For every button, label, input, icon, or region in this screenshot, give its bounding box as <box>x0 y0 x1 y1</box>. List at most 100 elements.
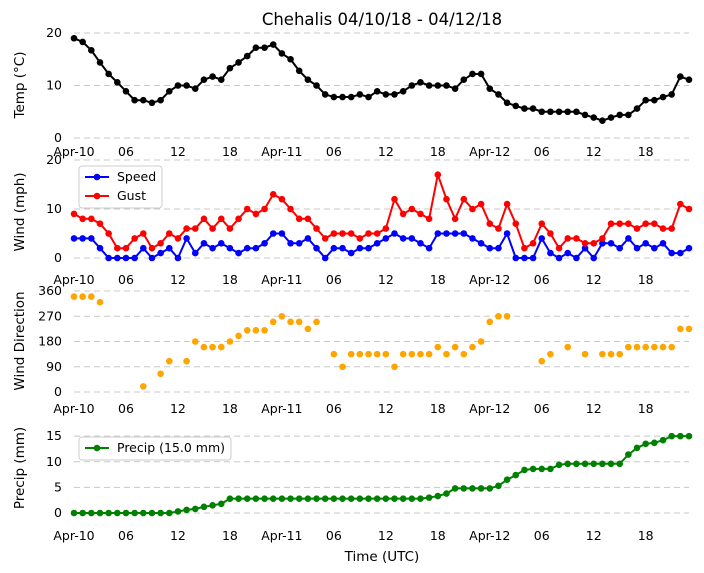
data-point <box>209 73 216 80</box>
data-point <box>547 249 554 257</box>
data-point <box>200 343 208 351</box>
panel-direction: 0 90 180 270 360 Wind Direction Apr-10 06 12 18 Ap… <box>12 283 693 416</box>
data-point <box>148 99 156 107</box>
data-point <box>295 215 303 223</box>
data-point <box>88 235 95 242</box>
data-point <box>174 82 182 89</box>
y-tick-label: 0 <box>54 130 62 145</box>
data-point <box>685 244 693 252</box>
data-point <box>521 105 528 112</box>
data-point <box>408 495 416 502</box>
data-point <box>122 509 130 517</box>
data-point <box>209 502 216 509</box>
data-point <box>278 50 286 57</box>
data-point <box>443 195 450 203</box>
data-point <box>391 230 398 237</box>
data-point <box>408 82 416 89</box>
data-point <box>261 326 268 334</box>
data-point <box>495 312 502 320</box>
data-point <box>477 70 485 78</box>
data-point <box>269 41 277 48</box>
data-point <box>330 244 338 252</box>
data-point <box>356 91 364 98</box>
data-point <box>200 240 208 247</box>
x-tick-label: Apr-10 <box>53 144 94 159</box>
data-point <box>148 509 156 517</box>
data-point <box>391 363 398 371</box>
data-point <box>434 230 442 237</box>
data-point <box>191 249 199 257</box>
data-point <box>373 87 381 95</box>
x-tick-label: Apr-12 <box>469 401 510 416</box>
data-point <box>547 230 554 237</box>
data-point <box>295 240 303 247</box>
data-point <box>114 254 121 262</box>
data-point <box>633 444 641 452</box>
data-point <box>668 249 675 257</box>
y-tick-label: 5 <box>54 479 62 494</box>
data-point <box>451 230 459 237</box>
data-point <box>460 230 468 237</box>
data-point <box>339 93 346 101</box>
data-point <box>529 465 537 473</box>
data-point <box>477 485 485 492</box>
x-tick-label: Apr-11 <box>261 528 302 543</box>
data-point <box>287 495 294 502</box>
data-point <box>96 298 104 306</box>
data-point <box>313 318 320 326</box>
data-point <box>105 70 112 78</box>
data-point <box>434 343 442 351</box>
x-tick-label: 18 <box>638 144 654 159</box>
data-point <box>304 495 312 502</box>
data-point <box>486 318 494 326</box>
data-point <box>79 215 86 223</box>
data-point <box>269 191 277 198</box>
data-point <box>174 508 182 515</box>
y-tick-label: 0 <box>54 505 62 520</box>
data-point <box>139 383 147 390</box>
data-point <box>659 93 667 101</box>
data-point <box>616 220 624 227</box>
data-point <box>278 195 286 203</box>
data-point <box>304 215 312 223</box>
data-point <box>564 249 572 257</box>
data-point <box>677 73 684 80</box>
data-point <box>495 225 502 232</box>
data-point <box>607 220 615 227</box>
panel-precip: 0 5 10 15 Precip (mm) Apr-10 06 12 18 Apr-11 06 12 1… <box>12 427 693 543</box>
data-point <box>486 244 494 252</box>
data-point <box>278 495 286 502</box>
data-point <box>573 254 580 262</box>
x-tick-label: 12 <box>170 528 186 543</box>
y-tick-label: 10 <box>46 201 62 216</box>
data-point <box>200 215 208 223</box>
data-point <box>304 235 312 242</box>
data-point <box>573 108 580 116</box>
data-point <box>581 244 589 252</box>
data-point <box>642 220 649 227</box>
data-point <box>347 230 355 237</box>
data-point <box>226 338 234 345</box>
data-point <box>209 343 216 351</box>
data-point <box>295 495 303 502</box>
data-point <box>642 96 649 104</box>
data-point <box>157 240 164 247</box>
data-point <box>495 91 502 98</box>
data-point <box>659 436 667 444</box>
panels-group: 0 10 20 Temp (°C) Apr-10 06 12 18 Apr-11 06 12 18 Ap… <box>12 25 693 543</box>
data-point <box>434 171 442 178</box>
data-point <box>555 254 563 262</box>
data-point <box>157 249 164 257</box>
data-point <box>417 210 424 218</box>
data-point <box>408 235 416 242</box>
data-point <box>443 490 450 497</box>
data-point <box>217 215 225 223</box>
data-point <box>668 91 675 98</box>
data-point <box>313 225 320 232</box>
data-point <box>88 47 95 54</box>
data-point <box>391 195 398 203</box>
data-point <box>503 476 511 483</box>
data-point <box>521 466 528 474</box>
data-point <box>339 244 346 252</box>
data-point <box>79 293 86 300</box>
